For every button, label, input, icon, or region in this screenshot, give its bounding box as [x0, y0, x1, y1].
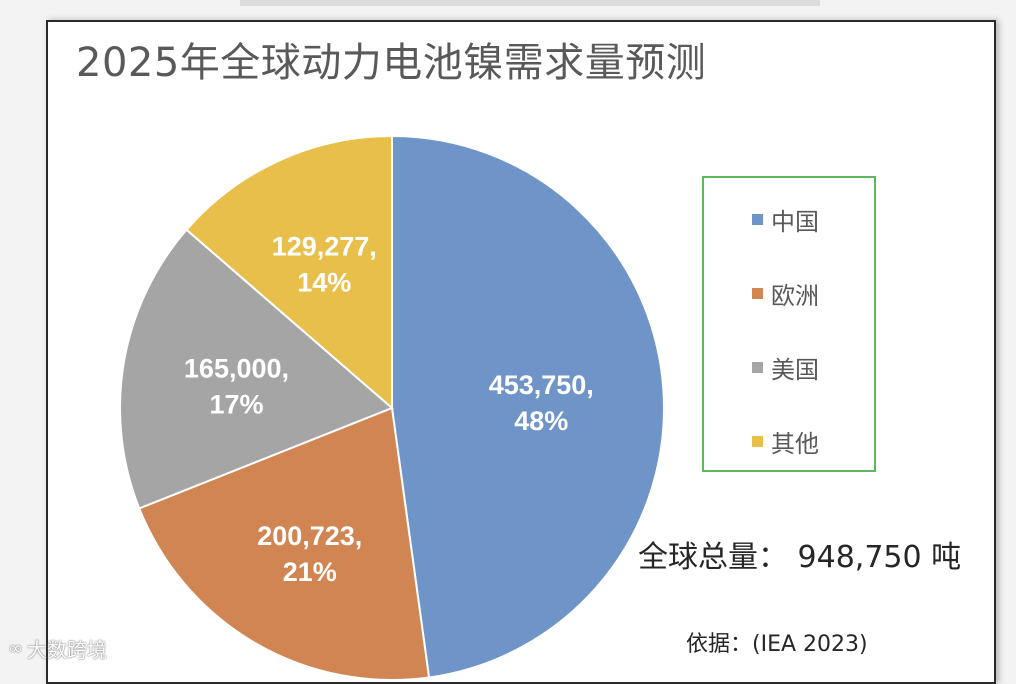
pie-slice-other — [185, 134, 393, 411]
data-label-value-europe: 200,723, — [257, 521, 362, 551]
data-label-value-other: 129,277, — [272, 232, 377, 262]
legend-swatch-other — [752, 436, 763, 447]
total-annotation: 全球总量： 948,750 吨 — [638, 532, 961, 576]
data-label-value-usa: 165,000, — [184, 354, 289, 384]
chart-frame: 2025年全球动力电池镍需求量预测 453,750, 48% 200,723, 21%… — [46, 20, 996, 684]
legend-item-usa: 美国 — [752, 350, 819, 385]
legend: 中国 欧洲 美国 其他 — [702, 176, 876, 472]
top-edge-strip — [240, 0, 820, 6]
data-label-percent-usa: 17% — [209, 390, 263, 420]
chart-title: 2025年全球动力电池镍需求量预测 — [76, 40, 707, 86]
watermark-logo-icon: ∞ — [8, 638, 23, 659]
legend-swatch-usa — [752, 362, 763, 373]
data-label-value-china: 453,750, — [489, 370, 594, 400]
pie-slice-china — [391, 134, 665, 679]
legend-label-usa: 美国 — [771, 356, 819, 384]
data-label-other: 129,277, 14% — [272, 232, 377, 298]
legend-label-europe: 欧洲 — [771, 282, 819, 310]
legend-swatch-china — [752, 214, 763, 225]
data-label-percent-china: 48% — [514, 406, 568, 436]
legend-label-china: 中国 — [771, 208, 819, 236]
pie-chart: 453,750, 48% 200,723, 21% 165,000, 17% 129,277… — [119, 134, 665, 681]
data-label-percent-europe: 21% — [283, 557, 337, 587]
legend-item-other: 其他 — [752, 424, 819, 459]
watermark: ∞ 大数跨境 — [8, 634, 107, 663]
total-label: 全球总量： — [638, 540, 788, 575]
data-label-percent-other: 14% — [297, 268, 351, 298]
data-label-china: 453,750, 48% — [489, 370, 594, 436]
legend-item-europe: 欧洲 — [752, 276, 819, 311]
legend-item-china: 中国 — [752, 202, 819, 237]
watermark-text: 大数跨境 — [27, 638, 107, 662]
pie-slice-usa — [119, 228, 394, 510]
total-value: 948,750 — [797, 540, 922, 575]
legend-swatch-europe — [752, 288, 763, 299]
legend-label-other: 其他 — [771, 430, 819, 458]
source-annotation: 依据：(IEA 2023) — [686, 632, 868, 657]
data-label-europe: 200,723, 21% — [257, 521, 362, 587]
data-label-usa: 165,000, 17% — [184, 354, 289, 420]
total-unit: 吨 — [931, 540, 962, 575]
